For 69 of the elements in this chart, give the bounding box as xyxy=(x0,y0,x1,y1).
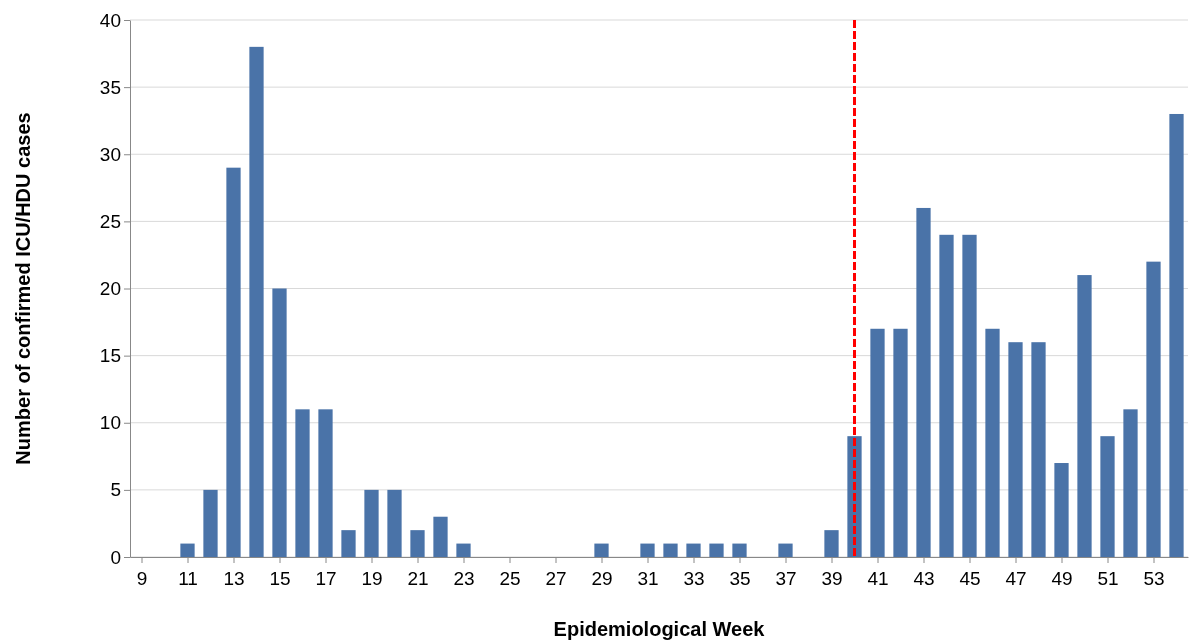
bar xyxy=(1031,342,1046,557)
bar xyxy=(1169,113,1184,557)
y-tick-label: 10 xyxy=(99,412,121,434)
bar xyxy=(985,328,1000,557)
bar xyxy=(1146,261,1161,557)
y-tick-label: 30 xyxy=(99,143,121,165)
bar xyxy=(916,207,931,557)
y-tick-label: 40 xyxy=(99,9,121,31)
bar xyxy=(962,234,977,557)
x-tick-label: 35 xyxy=(729,568,751,589)
bar xyxy=(341,530,356,557)
bar xyxy=(272,288,287,557)
bar xyxy=(226,167,241,557)
bar xyxy=(203,489,218,557)
bar xyxy=(640,543,655,557)
bar xyxy=(456,543,471,557)
bar xyxy=(686,543,701,557)
bar xyxy=(594,543,609,557)
x-tick-label: 9 xyxy=(136,568,148,589)
bar xyxy=(939,234,954,557)
x-tick-label: 11 xyxy=(178,568,198,589)
bar xyxy=(410,530,425,557)
bar xyxy=(1100,436,1115,557)
x-tick-label: 15 xyxy=(269,568,291,589)
bar xyxy=(1008,342,1023,557)
bar xyxy=(732,543,747,557)
y-tick-label: 35 xyxy=(99,76,121,98)
x-tick-label: 23 xyxy=(453,568,475,589)
bar xyxy=(663,543,678,557)
x-tick-label: 49 xyxy=(1051,568,1073,589)
y-tick-label: 25 xyxy=(99,210,121,232)
x-tick-label: 25 xyxy=(499,568,521,589)
bar xyxy=(778,543,793,557)
y-axis-title: Number of confirmed ICU/HDU cases xyxy=(12,112,34,465)
x-tick-label: 19 xyxy=(361,568,383,589)
bar xyxy=(1077,275,1092,557)
bar xyxy=(295,409,310,557)
y-tick-label: 0 xyxy=(110,546,121,568)
x-tick-label: 41 xyxy=(867,568,889,589)
bar xyxy=(709,543,724,557)
x-tick-label: 13 xyxy=(223,568,245,589)
x-tick-label: 45 xyxy=(959,568,981,589)
x-tick-label: 37 xyxy=(775,568,797,589)
bar xyxy=(364,489,379,557)
x-tick-label: 47 xyxy=(1005,568,1027,589)
y-tick-label: 15 xyxy=(99,345,121,367)
x-tick-label: 31 xyxy=(637,568,659,589)
x-tick-label: 27 xyxy=(545,568,567,589)
bar xyxy=(824,530,839,557)
y-tick-label: 20 xyxy=(99,278,121,300)
bar xyxy=(433,516,448,557)
x-tick-label: 51 xyxy=(1097,568,1119,589)
x-tick-label: 53 xyxy=(1143,568,1165,589)
bar xyxy=(870,328,885,557)
bar xyxy=(249,46,264,557)
x-tick-label: 33 xyxy=(683,568,705,589)
bar xyxy=(180,543,195,557)
bar xyxy=(1054,463,1069,557)
x-tick-label: 17 xyxy=(315,568,337,589)
x-axis-title: Epidemiological Week xyxy=(553,618,766,640)
x-tick-label: 43 xyxy=(913,568,935,589)
bar xyxy=(387,489,402,557)
y-tick-label: 5 xyxy=(110,479,121,501)
bar xyxy=(893,328,908,557)
x-tick-label: 29 xyxy=(591,568,613,589)
x-tick-label: 21 xyxy=(407,568,429,589)
bar xyxy=(318,409,333,557)
bar xyxy=(1123,409,1138,557)
x-tick-label: 39 xyxy=(821,568,843,589)
